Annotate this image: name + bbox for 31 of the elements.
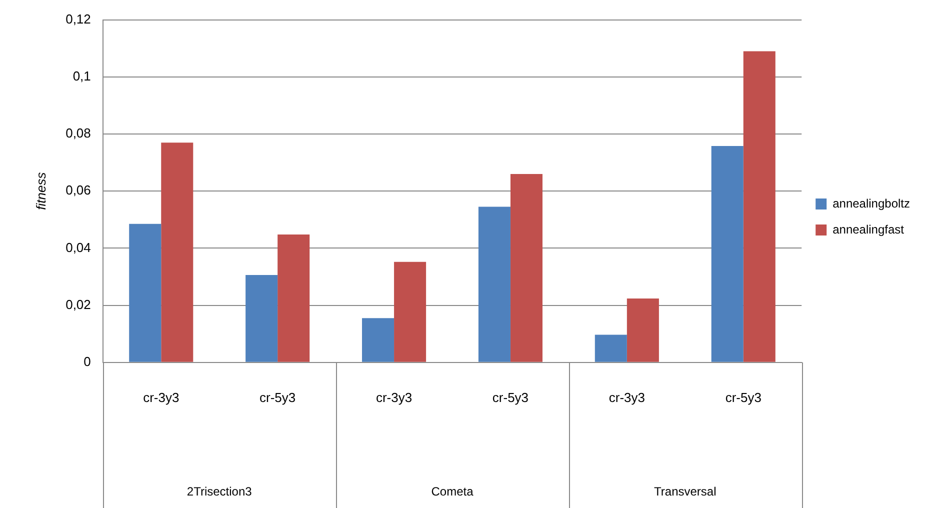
x-tick-label: cr-3y3 [608, 390, 645, 405]
text: 2Trisection3 [186, 484, 252, 498]
y-tick-label: 0,06 [66, 182, 91, 198]
y-tick-label: 0,12 [66, 11, 91, 26]
bar [743, 51, 776, 362]
bar [129, 224, 162, 362]
legend-label: annealingboltz [832, 196, 910, 210]
text: Cometa [431, 484, 474, 498]
bar [362, 318, 394, 362]
y-tick-label: 0 [84, 354, 91, 369]
text: Transversal [654, 484, 716, 498]
bar [711, 146, 744, 362]
bar [246, 275, 278, 362]
x-tick-label: cr-5y3 [492, 390, 529, 405]
bar [161, 142, 194, 362]
y-axis-title: fitness [33, 172, 48, 210]
bar [478, 206, 510, 362]
bar [278, 234, 310, 362]
legend-label: annealingfast [832, 222, 905, 236]
x-tick-label: cr-3y3 [376, 390, 412, 405]
x-tick-label: cr-5y3 [260, 390, 296, 405]
bar [626, 298, 659, 362]
y-tick-label: 0,04 [66, 240, 91, 255]
y-tick-label: 0,1 [72, 68, 91, 84]
y-tick-label: 0,02 [66, 296, 91, 312]
bar [594, 334, 627, 362]
bar [510, 174, 542, 362]
x-tick-label: cr-3y3 [143, 390, 180, 405]
bar [394, 262, 426, 362]
y-tick-label: 0,08 [66, 126, 91, 141]
x-tick-label: cr-5y3 [725, 390, 762, 405]
